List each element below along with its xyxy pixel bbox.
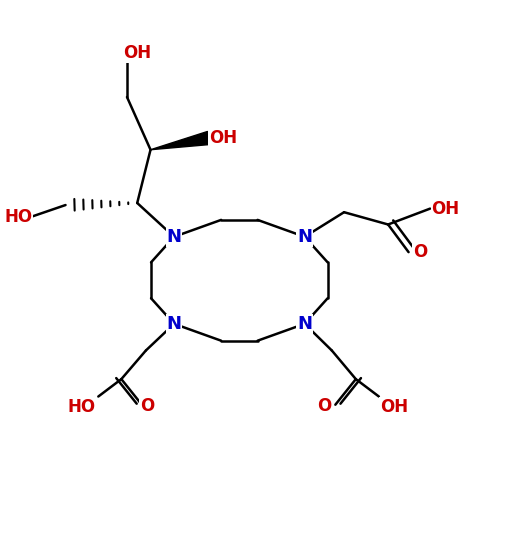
Text: N: N — [297, 315, 312, 333]
Text: N: N — [297, 228, 312, 246]
Text: HO: HO — [5, 208, 32, 226]
Polygon shape — [151, 132, 210, 150]
Text: OH: OH — [123, 44, 151, 63]
Text: O: O — [413, 243, 427, 261]
Text: OH: OH — [432, 200, 459, 218]
Text: OH: OH — [380, 398, 408, 416]
Text: O: O — [317, 398, 331, 415]
Text: HO: HO — [68, 398, 96, 416]
Text: OH: OH — [209, 129, 237, 147]
Text: O: O — [140, 398, 154, 415]
Text: N: N — [166, 315, 182, 333]
Text: N: N — [166, 228, 182, 246]
